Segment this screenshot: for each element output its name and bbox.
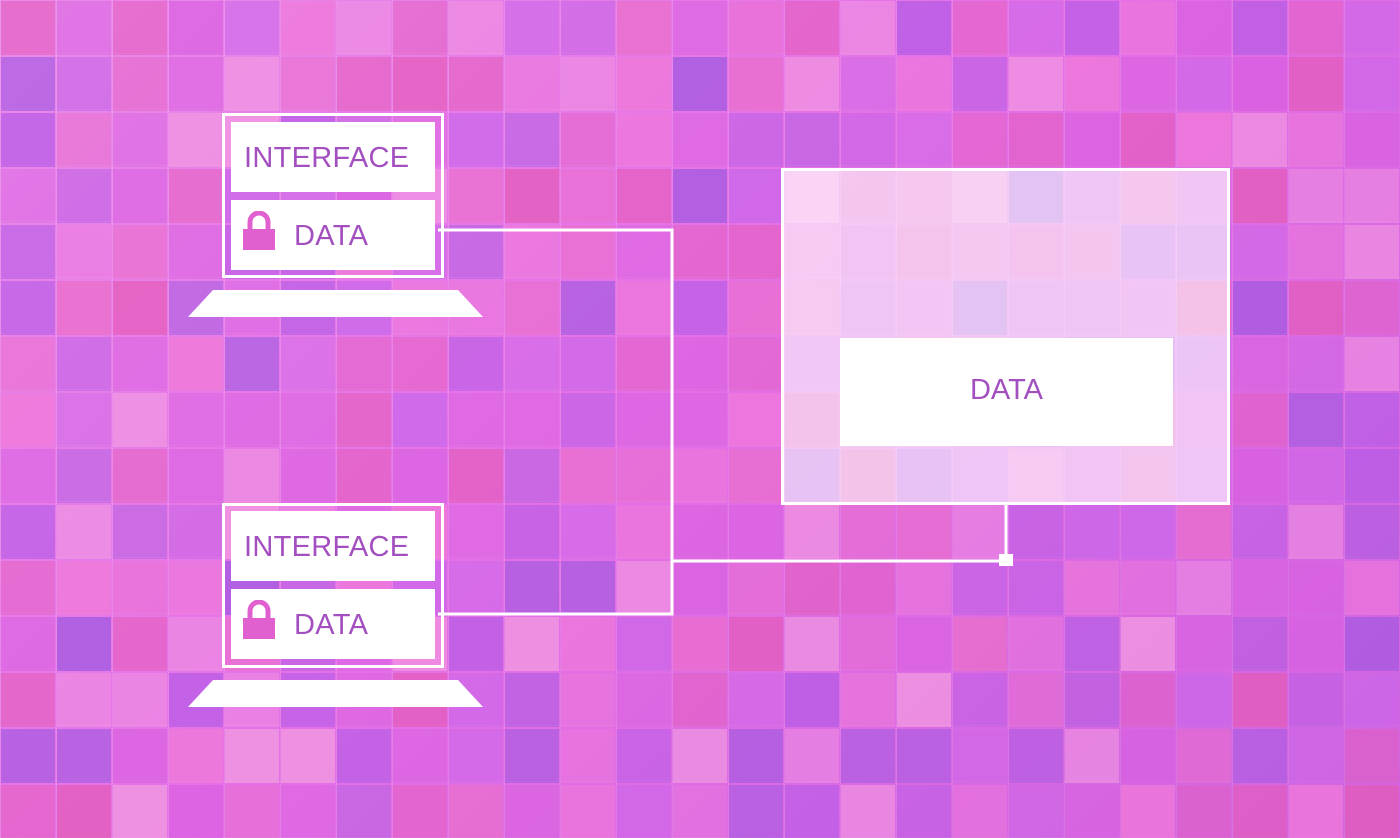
laptop-top-interface-panel	[231, 122, 435, 192]
connector-junction	[999, 554, 1013, 566]
connector-to-server	[672, 505, 1008, 563]
laptop-bottom-data-label: DATA	[294, 609, 369, 641]
laptop-bottom-interface-panel	[231, 511, 435, 581]
laptop-bottom-screen	[222, 503, 444, 668]
laptop-bottom-interface-label: INTERFACE	[244, 531, 410, 563]
laptop-top-base	[188, 290, 483, 317]
laptop-top-interface-label: INTERFACE	[244, 142, 410, 174]
server-data-label: DATA	[969, 374, 1044, 406]
lock-icon	[243, 211, 275, 250]
connector-top-laptop	[438, 228, 674, 616]
laptop-top-screen	[222, 113, 444, 278]
server-data-panel	[840, 338, 1173, 446]
laptop-bottom-base	[188, 680, 483, 707]
laptop-top-data-label: DATA	[294, 220, 369, 252]
lock-icon	[243, 600, 275, 639]
server-container	[781, 168, 1230, 505]
